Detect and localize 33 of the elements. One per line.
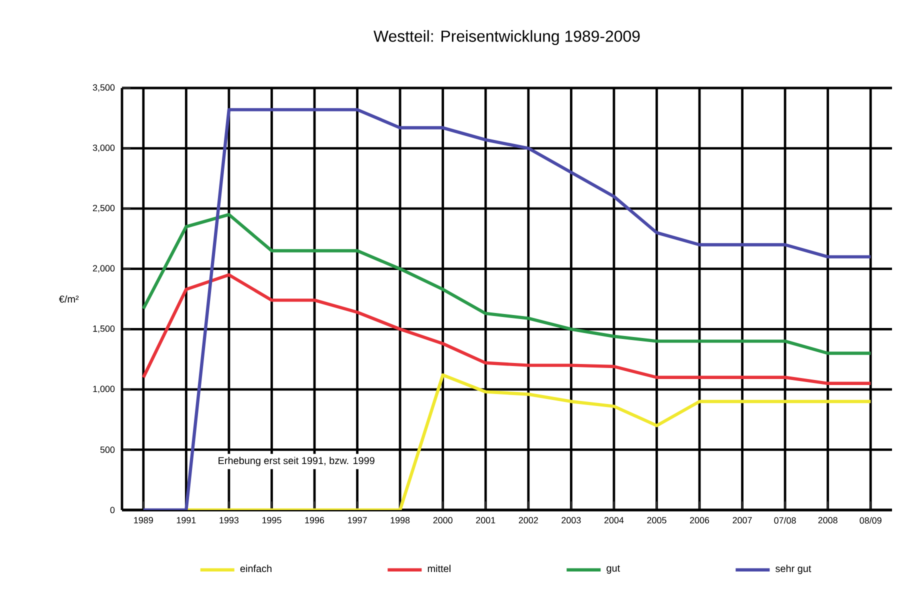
y-axis-title: €/m²	[58, 295, 79, 303]
x-tick-label: 2004	[604, 517, 624, 524]
x-tick-label: 2001	[476, 517, 496, 524]
x-tick-label: 2007	[732, 517, 752, 524]
legend-label: mittel	[428, 564, 450, 572]
y-tick-label: 0	[110, 506, 115, 514]
y-tick-label: 2,500	[92, 204, 115, 212]
x-tick-label: 2008	[818, 517, 838, 524]
x-tick-label: 1997	[348, 517, 367, 524]
y-tick-label: 3,000	[92, 144, 115, 152]
x-tick-label: 2005	[647, 517, 666, 524]
legend-label: einfach	[240, 564, 272, 572]
x-tick-label: 1996	[305, 517, 324, 524]
x-tick-label: 2002	[518, 517, 538, 524]
x-tick-label: 08/09	[860, 517, 882, 524]
y-tick-label: 2,000	[92, 265, 115, 273]
x-tick-label: 2006	[690, 517, 710, 524]
legend-label: sehr gut	[776, 564, 812, 574]
x-tick-label: 1993	[220, 517, 239, 524]
legend-label: gut	[606, 565, 620, 574]
x-tick-label: 2003	[562, 517, 581, 524]
y-tick-label: 1,000	[93, 386, 115, 394]
y-tick-label: 500	[100, 446, 115, 453]
y-tick-label: 1,500	[93, 325, 115, 333]
annotation: Erhebung erst seit 1991, bzw. 1999	[218, 456, 374, 466]
y-tick-label: 3,500	[92, 84, 115, 92]
chart-title: Westteil: Preisentwicklung 1989-2009	[374, 30, 640, 46]
x-tick-label: 1998	[390, 517, 410, 524]
x-tick-label: 2000	[433, 517, 452, 524]
x-tick-label: 1991	[176, 517, 196, 524]
x-tick-label: 1995	[262, 517, 282, 524]
x-tick-label: 07/08	[774, 517, 796, 524]
x-tick-label: 1989	[134, 517, 153, 524]
